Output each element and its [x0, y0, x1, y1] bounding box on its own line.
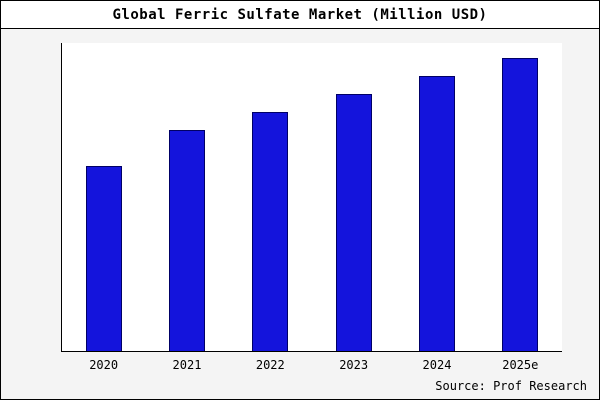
- bar-2023: [335, 93, 372, 351]
- bar-group-2024: 2024: [417, 43, 457, 372]
- x-tick-label-2023: 2023: [339, 358, 369, 372]
- chart-title: Global Ferric Sulfate Market (Million US…: [112, 6, 488, 23]
- bar-group-2025e: 2025e: [500, 43, 540, 372]
- bar-group-2022: 2022: [250, 43, 290, 372]
- bar-2024: [418, 75, 455, 351]
- x-tick-label-2024: 2024: [422, 358, 452, 372]
- bar-group-2020: 2020: [84, 43, 124, 372]
- bar-2021: [168, 129, 205, 351]
- x-tick-label-2020: 2020: [89, 358, 119, 372]
- bar-2025e: [502, 57, 539, 351]
- source-text: Source: Prof Research: [435, 379, 587, 393]
- x-tick-label-2022: 2022: [255, 358, 285, 372]
- x-tick-label-2021: 2021: [172, 358, 202, 372]
- bar-2020: [85, 165, 122, 351]
- plot-area: 2020 2021 2022 2023 2024 2025e: [61, 43, 562, 372]
- bar-group-2021: 2021: [167, 43, 207, 372]
- x-tick-label-2025e: 2025e: [502, 358, 539, 372]
- bar-2022: [252, 111, 289, 351]
- chart-title-band: Global Ferric Sulfate Market (Million US…: [1, 1, 599, 29]
- bar-group-2023: 2023: [334, 43, 374, 372]
